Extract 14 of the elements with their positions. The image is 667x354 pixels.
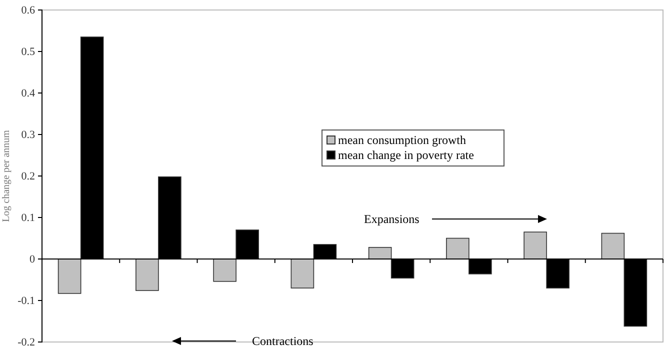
y-tick-label: 0.6 xyxy=(21,4,36,17)
y-tick-label: -0.2 xyxy=(18,336,35,349)
y-tick-label: 0.4 xyxy=(21,88,36,100)
y-axis-title: Log change per annum xyxy=(1,130,12,222)
annotation: Expansions xyxy=(364,212,420,226)
y-tick-label: 0.2 xyxy=(21,170,35,183)
y-tick-label: -0.1 xyxy=(18,295,35,308)
y-tick-label: 0.1 xyxy=(21,212,35,224)
y-tick-label: 0 xyxy=(30,254,36,266)
legend-label: mean consumption growth xyxy=(338,133,466,147)
annotation: Contractions xyxy=(252,334,314,348)
legend-label: mean change in poverty rate xyxy=(338,148,474,162)
y-tick-label: 0.5 xyxy=(21,46,36,58)
y-tick-label: 0.3 xyxy=(21,129,36,142)
